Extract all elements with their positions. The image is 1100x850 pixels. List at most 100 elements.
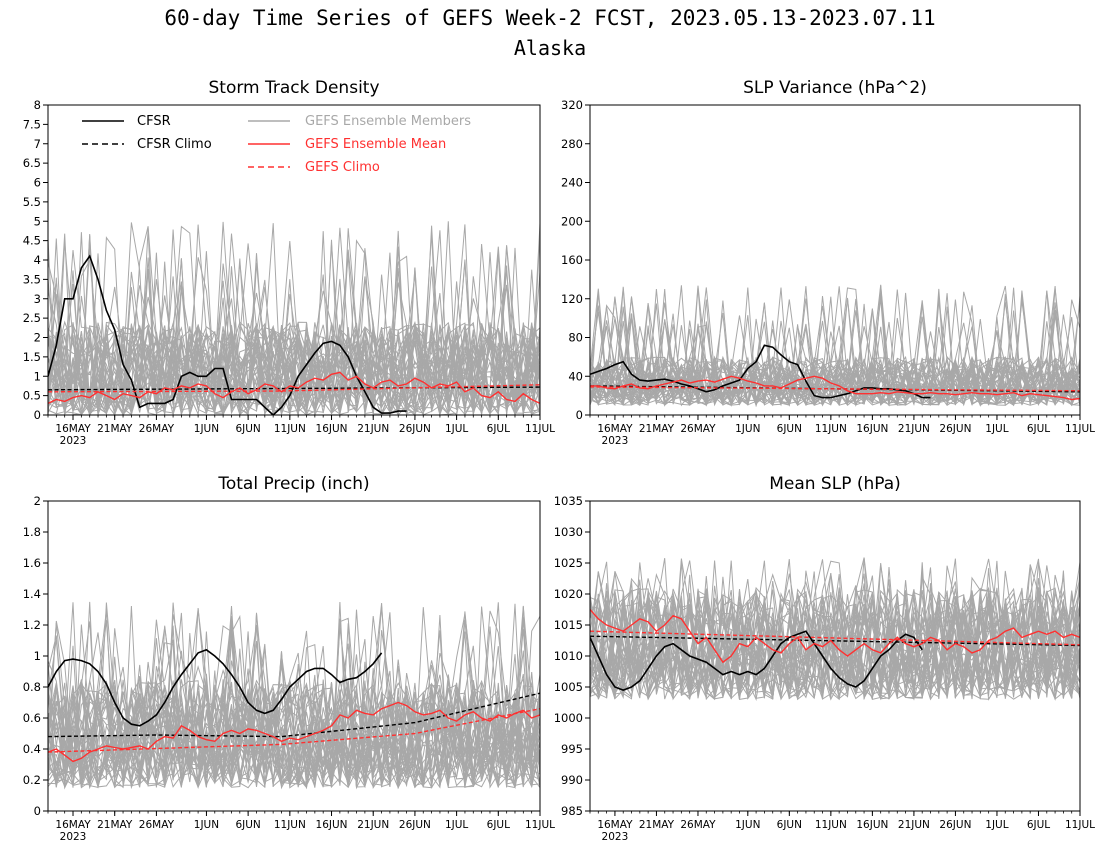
x-tick-label: 16JUN <box>316 423 348 435</box>
series-cfsr <box>590 344 931 399</box>
x-tick-sublabel: 2023 <box>60 435 87 447</box>
x-tick-label: 21MAY <box>639 819 675 831</box>
x-tick-label: 11JUN <box>815 423 847 435</box>
x-tick-label: 6JUL <box>487 819 510 831</box>
x-tick-label: 11JUN <box>815 819 847 831</box>
ensemble-members <box>48 221 540 415</box>
member-line <box>48 241 540 415</box>
member-line <box>48 271 540 415</box>
x-tick-label: 6JUL <box>1027 423 1050 435</box>
member-line <box>48 232 540 415</box>
y-tick-label: 2 <box>34 331 41 345</box>
series-cfsr-climo <box>48 692 540 738</box>
member-line <box>590 303 1080 407</box>
member-line <box>48 605 540 789</box>
x-tick-label: 1JUL <box>985 423 1008 435</box>
member-line <box>590 579 1080 701</box>
x-tick-label: 1JUN <box>194 423 219 435</box>
y-tick-label: 1025 <box>554 556 583 570</box>
member-line <box>48 654 540 786</box>
member-line <box>590 583 1080 701</box>
x-tick-label: 1JUN <box>735 423 760 435</box>
x-tick-label: 6JUN <box>235 819 260 831</box>
x-tick-label: 21JUN <box>357 819 389 831</box>
y-tick-label: 0 <box>34 804 41 818</box>
y-tick-label: 1010 <box>554 649 583 663</box>
y-tick-label: 120 <box>561 292 583 306</box>
panel-1: Storm Track Density 0 0.5 1 1.5 2 2.5 3 3.5 4 4.5 5… <box>23 78 555 447</box>
x-tick-label: 26MAY <box>680 423 716 435</box>
y-tick-label: 1015 <box>554 618 583 632</box>
x-tick-label: 6JUN <box>777 423 802 435</box>
y-tick-label: 320 <box>561 98 583 112</box>
member-line <box>590 286 1080 408</box>
y-tick-label: 1.5 <box>23 350 41 364</box>
x-tick-label: 16MAY <box>55 819 91 831</box>
y-tick-label: 985 <box>561 804 583 818</box>
panel-4: Mean SLP (hPa) 985 990 995 1000 1005 1010 1015 1… <box>554 474 1095 843</box>
y-tick-label: 280 <box>561 137 583 151</box>
y-tick-label: 7 <box>34 137 41 151</box>
y-tick-label: 1030 <box>554 525 583 539</box>
y-tick-label: 995 <box>561 742 583 756</box>
y-tick-label: 1035 <box>554 494 583 508</box>
x-tick-label: 26MAY <box>680 819 716 831</box>
panel-title: SLP Variance (hPa^2) <box>743 78 927 98</box>
y-tick-label: 0.4 <box>23 742 41 756</box>
y-tick-label: 160 <box>561 253 583 267</box>
series-cfsr <box>48 648 383 727</box>
x-tick-label: 16JUN <box>856 423 888 435</box>
member-line <box>590 295 1080 407</box>
x-tick-label: 11JUL <box>525 819 555 831</box>
x-tick-label: 26JUN <box>399 819 431 831</box>
figure-subtitle: Alaska <box>513 36 587 60</box>
y-tick-label: 5 <box>34 214 41 228</box>
member-line <box>590 560 1080 699</box>
y-tick-label: 8 <box>34 98 41 112</box>
member-line <box>48 610 540 788</box>
legend-label: CFSR <box>137 114 171 129</box>
x-tick-sublabel: 2023 <box>602 831 629 843</box>
x-tick-label: 1JUN <box>735 819 760 831</box>
y-tick-label: 1 <box>34 369 41 383</box>
series-cfsr <box>590 630 923 691</box>
y-tick-label: 240 <box>561 176 583 190</box>
y-tick-label: 0 <box>576 408 583 422</box>
y-tick-label: 1.8 <box>23 525 41 539</box>
series-gefs-climo <box>48 384 540 393</box>
x-tick-label: 6JUN <box>777 819 802 831</box>
y-tick-label: 1.4 <box>23 587 41 601</box>
series-gefs-ensemble-mean <box>48 371 540 405</box>
x-tick-label: 1JUL <box>445 423 468 435</box>
panel-3: Total Precip (inch) 0 0.2 0.4 0.6 0.8 1 1.2 1.4 1… <box>23 474 555 843</box>
x-tick-label: 16MAY <box>55 423 91 435</box>
x-tick-label: 26MAY <box>139 423 175 435</box>
ensemble-members <box>590 284 1080 408</box>
x-tick-label: 26JUN <box>939 819 971 831</box>
y-tick-label: 1020 <box>554 587 583 601</box>
series-lines <box>590 344 1080 401</box>
y-tick-label: 4.5 <box>23 234 41 248</box>
ensemble-members <box>48 601 540 790</box>
member-line <box>48 613 540 789</box>
y-tick-label: 80 <box>568 331 583 345</box>
member-line <box>590 583 1080 701</box>
member-line <box>48 632 540 788</box>
series-gefs-climo <box>590 630 1080 646</box>
y-tick-label: 1.6 <box>23 556 41 570</box>
x-tick-label: 16JUN <box>856 819 888 831</box>
y-tick-label: 2.5 <box>23 311 41 325</box>
x-tick-label: 6JUL <box>487 423 510 435</box>
legend-label: GEFS Climo <box>305 160 380 175</box>
figure-title: 60-day Time Series of GEFS Week-2 FCST, … <box>164 6 936 30</box>
x-tick-label: 21MAY <box>97 819 133 831</box>
x-tick-label: 1JUN <box>194 819 219 831</box>
x-tick-label: 16JUN <box>316 819 348 831</box>
member-line <box>48 620 540 789</box>
y-tick-label: 0.5 <box>23 389 41 403</box>
member-line <box>48 270 540 415</box>
member-line <box>590 570 1080 701</box>
x-tick-label: 6JUL <box>1027 819 1050 831</box>
series-lines <box>590 609 1080 691</box>
